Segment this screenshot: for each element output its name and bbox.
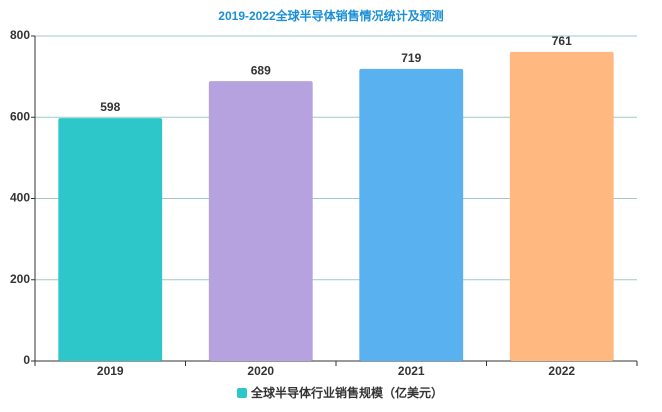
bar (58, 118, 163, 361)
x-tick-label: 2021 (398, 364, 425, 378)
x-tick-label: 2019 (97, 364, 124, 378)
y-tick-label: 400 (10, 191, 30, 205)
data-label: 719 (401, 51, 421, 65)
data-label: 689 (251, 63, 271, 77)
x-tick-label: 2020 (247, 364, 274, 378)
bar (359, 68, 464, 361)
x-tick-label: 2022 (548, 364, 575, 378)
chart-title: 2019-2022全球半导体销售情况统计及预测 (218, 8, 443, 23)
y-tick-label: 0 (23, 353, 30, 367)
bar (208, 81, 313, 361)
legend-label: 全球半导体行业销售规模（亿美元） (250, 385, 443, 400)
data-label: 761 (552, 34, 572, 48)
bar (509, 51, 614, 361)
legend-swatch (237, 388, 247, 398)
data-label: 598 (100, 100, 120, 114)
y-tick-label: 800 (10, 28, 30, 42)
y-tick-label: 600 (10, 109, 30, 123)
y-tick-label: 200 (10, 272, 30, 286)
